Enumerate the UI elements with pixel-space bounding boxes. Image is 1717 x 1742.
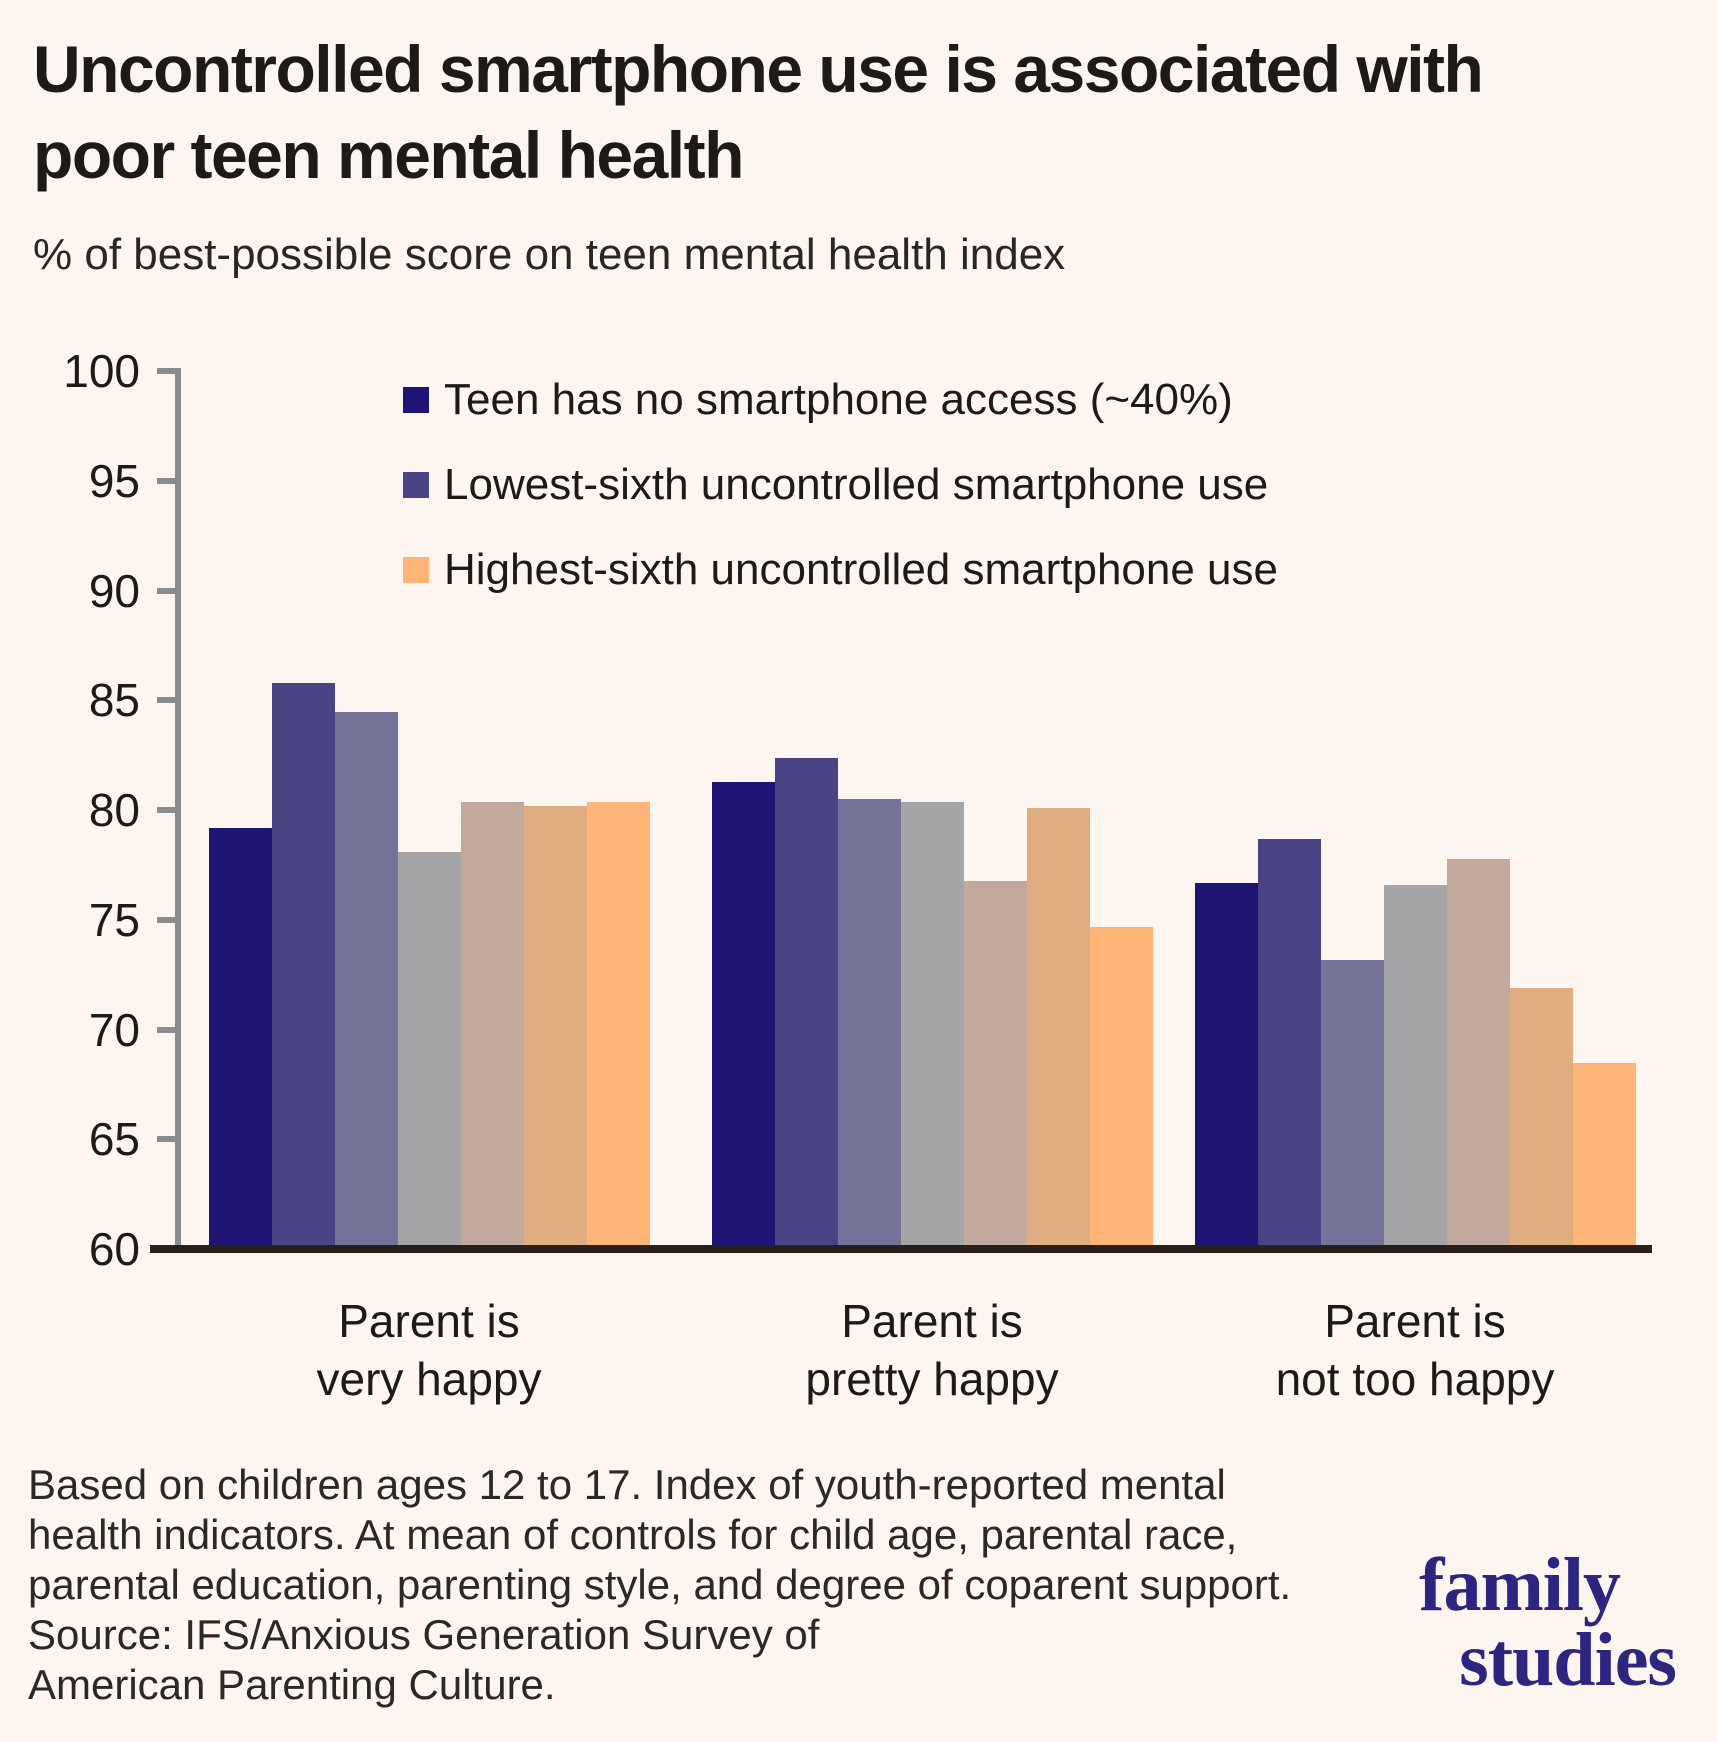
y-tick-label-85: 85 [88, 674, 140, 727]
footnote-line: American Parenting Culture. [28, 1661, 556, 1708]
bar-group1-series6 [524, 806, 587, 1245]
y-tick-label-90: 90 [88, 564, 140, 617]
y-tick-label-80: 80 [88, 784, 140, 836]
y-tick-mark-100 [157, 368, 175, 374]
legend: Teen has no smartphone access (~40%) Lowe… [403, 375, 1279, 631]
logo-line1: family [1419, 1543, 1621, 1627]
footnote-line: parental education, parenting style, and… [28, 1561, 1292, 1608]
y-tick-label-60: 60 [88, 1223, 140, 1275]
bar-group3-series5 [1447, 859, 1510, 1245]
bar-group1-series2 [272, 683, 335, 1245]
family-studies-logo: family studies [1419, 1543, 1677, 1702]
footnote-line: Based on children ages 12 to 17. Index o… [28, 1461, 1226, 1508]
bar-group1-series5 [461, 802, 524, 1245]
x-category-label-3: Parent is not too happy [1195, 1292, 1635, 1408]
chart-subtitle: % of best-possible score on teen mental … [33, 230, 1066, 279]
logo-line2: studies [1459, 1618, 1677, 1702]
bar-group1-series1 [209, 828, 272, 1245]
x-category-label-2: Parent is pretty happy [712, 1292, 1152, 1408]
footnote-line: Source: IFS/Anxious Generation Survey of [28, 1611, 820, 1658]
legend-swatch-icon [403, 557, 429, 583]
bar-group3-series2 [1258, 839, 1321, 1245]
bar-group1-series3 [335, 712, 398, 1245]
legend-item-label: Lowest-sixth uncontrolled smartphone use [444, 460, 1269, 509]
x-category-label-1: Parent is very happy [209, 1292, 649, 1408]
y-tick-mark-95 [157, 477, 175, 484]
y-tick-label-100: 100 [63, 345, 140, 397]
bar-group3-series7 [1573, 1063, 1636, 1245]
x-axis-line [150, 1245, 1652, 1253]
legend-swatch-icon [403, 387, 429, 413]
x-category-label-line: Parent is [338, 1295, 520, 1347]
footnote-line: health indicators. At mean of controls f… [28, 1511, 1238, 1558]
legend-item-label: Highest-sixth uncontrolled smartphone us… [444, 545, 1279, 594]
y-tick-label-75: 75 [88, 893, 140, 946]
y-tick-label-65: 65 [88, 1113, 140, 1166]
bar-group3-series6 [1510, 988, 1573, 1245]
bar-group3-series1 [1195, 883, 1258, 1245]
footnote: Based on children ages 12 to 17. Index o… [28, 1460, 1291, 1710]
y-tick-mark-90 [157, 587, 175, 594]
x-category-label-line: pretty happy [805, 1353, 1059, 1405]
x-category-label-line: Parent is [1324, 1295, 1506, 1347]
x-category-label-line: very happy [316, 1353, 542, 1405]
y-tick-mark-80 [157, 807, 175, 813]
bar-group2-series7 [1090, 927, 1153, 1245]
bar-group3-series3 [1321, 960, 1384, 1245]
bar-group2-series2 [775, 758, 838, 1245]
x-category-label-line: Parent is [841, 1295, 1023, 1347]
chart-title-line1: Uncontrolled smartphone use is associate… [33, 32, 1484, 106]
bar-group1-series7 [587, 802, 650, 1245]
y-tick-label-70: 70 [88, 1003, 140, 1056]
legend-item-label: Teen has no smartphone access (~40%) [444, 375, 1233, 424]
bar-group2-series1 [712, 782, 775, 1245]
chart-title-line2: poor teen mental health [33, 118, 744, 192]
bar-group2-series5 [964, 881, 1027, 1245]
x-category-label-line: not too happy [1275, 1353, 1555, 1405]
legend-item-1: Teen has no smartphone access (~40%) [403, 375, 1278, 424]
y-axis-line [175, 368, 181, 1253]
y-tick-label-95: 95 [88, 454, 140, 507]
y-tick-mark-65 [157, 1136, 175, 1143]
legend-item-3: Highest-sixth uncontrolled smartphone us… [403, 545, 1279, 594]
y-tick-mark-85 [157, 697, 175, 704]
legend-item-2: Lowest-sixth uncontrolled smartphone use [403, 460, 1278, 509]
chart-title: Uncontrolled smartphone use is associate… [33, 26, 1683, 198]
legend-swatch-icon [403, 472, 429, 498]
bar-group2-series4 [901, 802, 964, 1245]
bar-group3-series4 [1384, 885, 1447, 1245]
y-tick-mark-70 [157, 1026, 175, 1033]
bar-group2-series3 [838, 799, 901, 1245]
y-tick-mark-75 [157, 916, 175, 923]
bar-group1-series4 [398, 852, 461, 1245]
bar-group2-series6 [1027, 808, 1090, 1245]
